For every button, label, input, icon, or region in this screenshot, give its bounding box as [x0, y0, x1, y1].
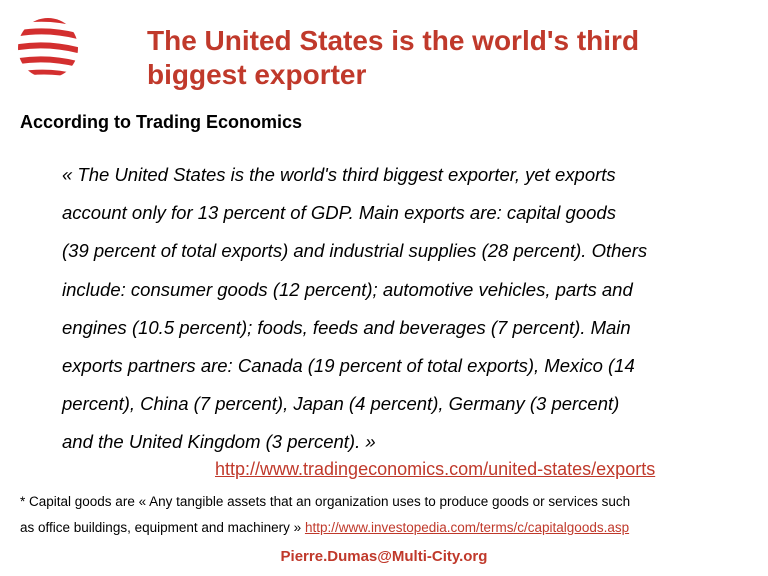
quote-block: « The United States is the world's third… [62, 156, 742, 462]
footnote-line-1: * Capital goods are « Any tangible asset… [20, 494, 631, 509]
striped-globe-icon [18, 18, 78, 78]
contact-email[interactable]: Pierre.Dumas@Multi-City.org [280, 548, 488, 565]
quote-line: exports partners are: Canada (19 percent… [62, 355, 635, 377]
quote-line: and the United Kingdom (3 percent). » [62, 431, 376, 453]
source-link[interactable]: http://www.tradingeconomics.com/united-s… [215, 459, 656, 479]
subheading: According to Trading Economics [20, 112, 303, 132]
quote-line: percent), China (7 percent), Japan (4 pe… [62, 393, 620, 415]
quote-line: account only for 13 percent of GDP. Main… [62, 202, 616, 224]
investopedia-link[interactable]: http://www.investopedia.com/terms/c/capi… [304, 520, 630, 535]
quote-line: (39 percent of total exports) and indust… [62, 240, 648, 262]
footnote: * Capital goods are « Any tangible asset… [20, 489, 750, 541]
footnote-line-2: as office buildings, equipment and machi… [20, 515, 750, 541]
quote-line: « The United States is the world's third… [62, 164, 616, 185]
quote-line: include: consumer goods (12 percent); au… [62, 278, 633, 300]
quote-line: engines (10.5 percent); foods, feeds and… [62, 316, 631, 338]
title-line-1: The United States is the world's third [147, 25, 640, 56]
title-line-2: biggest exporter [147, 59, 367, 90]
footnote-text: as office buildings, equipment and machi… [20, 520, 305, 535]
slide-title: The United States is the world's third b… [147, 24, 747, 92]
